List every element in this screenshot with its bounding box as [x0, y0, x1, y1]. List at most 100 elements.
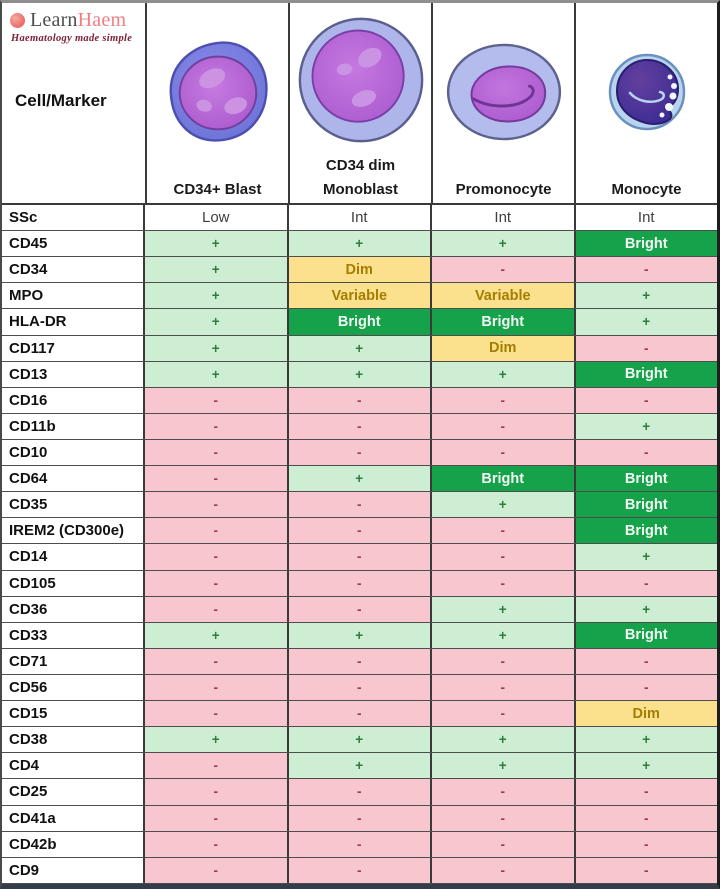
marker-value: -	[145, 857, 289, 883]
marker-value: -	[575, 387, 717, 413]
marker-name: CD15	[2, 701, 145, 727]
table-row: CD13 + + + Bright	[2, 361, 717, 388]
marker-value: -	[145, 387, 289, 413]
cd34-blast-cell-icon	[169, 41, 268, 142]
marker-value: -	[288, 857, 432, 883]
cd34-blast-cell-illustration	[147, 3, 288, 181]
marker-name: CD33	[2, 622, 145, 648]
marker-value: -	[288, 387, 432, 413]
marker-value: Bright	[432, 466, 576, 492]
marker-value: Bright	[575, 518, 717, 544]
marker-value: +	[432, 492, 576, 518]
marker-value: -	[432, 857, 576, 883]
marker-value: -	[288, 701, 432, 727]
marker-value: -	[288, 648, 432, 674]
marker-value: Bright	[575, 492, 717, 518]
marker-value: -	[145, 701, 289, 727]
marker-value: +	[432, 727, 576, 753]
monocyte-cell-illustration	[576, 3, 717, 181]
table-row: IREM2 (CD300e) - - - Bright	[2, 518, 717, 545]
marker-value: Low	[145, 205, 289, 231]
marker-value: -	[288, 439, 432, 466]
column-header-monocyte: Monocyte	[576, 3, 717, 203]
marker-value: -	[145, 466, 289, 492]
marker-value: -	[145, 518, 289, 544]
marker-value: -	[145, 648, 289, 674]
logo-dot-icon	[10, 13, 25, 28]
marker-value: Dim	[288, 257, 432, 283]
marker-value: +	[575, 413, 717, 439]
table-row: CD117 + + Dim -	[2, 335, 717, 362]
marker-value: -	[145, 439, 289, 466]
marker-value: -	[145, 570, 289, 596]
marker-value: -	[432, 779, 576, 805]
table-row: CD64- + Bright Bright	[2, 466, 717, 493]
marker-value: +	[288, 622, 432, 648]
promonocyte-cell-illustration	[433, 3, 574, 181]
marker-name: CD25	[2, 779, 145, 805]
marker-value: -	[575, 257, 717, 283]
brand-tagline: Haematology made simple	[11, 33, 133, 44]
marker-value: Int	[432, 205, 576, 231]
marker-value: -	[575, 674, 717, 701]
marker-value: +	[575, 727, 717, 753]
marker-value: Int	[288, 205, 432, 231]
marker-value: -	[575, 570, 717, 596]
table-row: CD16- - - -	[2, 387, 717, 414]
marker-value: +	[288, 231, 432, 257]
marker-name: CD56	[2, 674, 145, 701]
column-header-promonocyte: Promonocyte	[433, 3, 576, 203]
column-label: CD34+ Blast	[173, 181, 262, 198]
marker-value: Bright	[575, 231, 717, 257]
marker-name: CD11b	[2, 413, 145, 439]
marker-value: -	[145, 753, 289, 779]
marker-value: -	[145, 544, 289, 570]
marker-name: CD13	[2, 361, 145, 387]
marker-value: -	[145, 492, 289, 518]
marker-name: CD35	[2, 492, 145, 518]
marker-value: +	[145, 727, 289, 753]
marker-value: +	[145, 231, 289, 257]
table-row: CD71- - - -	[2, 648, 717, 675]
marker-value: -	[288, 544, 432, 570]
marker-value: +	[145, 622, 289, 648]
column-sublabel: CD34 dim	[325, 157, 396, 174]
marker-value: +	[575, 309, 717, 335]
monoblast-cell-illustration	[290, 3, 431, 157]
table-header: LearnHaem Haematology made simple Cell/M…	[2, 3, 717, 205]
marker-value: -	[145, 596, 289, 622]
table-row: CD10- - - -	[2, 439, 717, 467]
marker-value: +	[288, 335, 432, 361]
marker-value: Bright	[575, 361, 717, 387]
marker-name: CD14	[2, 544, 145, 570]
table-row: CD14- - - +	[2, 544, 717, 571]
marker-name: SSc	[2, 205, 145, 231]
marker-value: -	[288, 413, 432, 439]
marker-value: +	[432, 753, 576, 779]
table-row: CD56- - - -	[2, 674, 717, 702]
marker-value: -	[432, 413, 576, 439]
brand-name: LearnHaem	[30, 9, 127, 31]
marker-name: CD34	[2, 257, 145, 283]
marker-value: -	[432, 701, 576, 727]
column-label: Promonocyte	[455, 181, 552, 198]
column-header-cd34-blast: CD34+ Blast	[147, 3, 290, 203]
marker-value: +	[288, 753, 432, 779]
marker-value: Bright	[432, 309, 576, 335]
marker-value: +	[575, 753, 717, 779]
marker-value: +	[145, 283, 289, 309]
table-row: CD34 + Dim - -	[2, 257, 717, 284]
marker-value: -	[288, 805, 432, 831]
marker-value: +	[145, 257, 289, 283]
marker-name: CD38	[2, 727, 145, 753]
marker-value: -	[432, 648, 576, 674]
marker-value: +	[432, 622, 576, 648]
marker-value: +	[432, 361, 576, 387]
table-row: CD9- - - -	[2, 857, 717, 884]
marker-value: -	[432, 674, 576, 701]
marker-value: -	[288, 518, 432, 544]
table-row: CD4- + + +	[2, 753, 717, 780]
marker-value: -	[575, 779, 717, 805]
column-header-monoblast: CD34 dim Monoblast	[290, 3, 433, 203]
